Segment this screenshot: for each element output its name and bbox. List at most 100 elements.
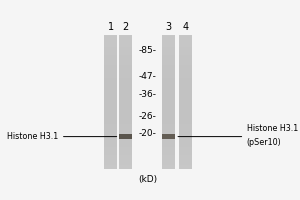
Bar: [179, 142, 191, 144]
Bar: [163, 55, 175, 57]
Bar: [163, 75, 175, 77]
Text: Histone H3.1: Histone H3.1: [247, 124, 298, 133]
Bar: [119, 142, 132, 144]
Bar: [104, 139, 117, 140]
Bar: [104, 162, 117, 164]
Bar: [179, 67, 191, 68]
Bar: [163, 97, 175, 98]
Bar: [104, 103, 117, 105]
Bar: [179, 119, 191, 120]
Bar: [119, 83, 132, 85]
Bar: [179, 110, 191, 112]
Bar: [104, 63, 117, 65]
Bar: [163, 58, 175, 60]
Bar: [119, 124, 132, 125]
Bar: [179, 52, 191, 53]
Bar: [119, 108, 132, 110]
Bar: [179, 149, 191, 150]
Bar: [119, 35, 132, 36]
Bar: [163, 154, 175, 155]
Bar: [179, 40, 191, 41]
Bar: [163, 115, 175, 117]
Bar: [163, 38, 175, 40]
Bar: [179, 115, 191, 117]
Bar: [104, 85, 117, 87]
Bar: [163, 88, 175, 90]
Bar: [104, 43, 117, 45]
Bar: [119, 80, 132, 82]
Bar: [163, 167, 175, 169]
Bar: [104, 38, 117, 40]
Bar: [104, 120, 117, 122]
Bar: [179, 130, 191, 132]
Bar: [119, 43, 132, 45]
Bar: [119, 47, 132, 48]
Bar: [163, 36, 175, 38]
Bar: [179, 100, 191, 102]
Bar: [179, 98, 191, 100]
Bar: [179, 97, 191, 98]
Text: 1: 1: [108, 22, 114, 32]
Bar: [119, 40, 132, 41]
Bar: [104, 45, 117, 47]
Bar: [104, 167, 117, 169]
Bar: [163, 40, 175, 41]
Bar: [119, 102, 132, 103]
Bar: [104, 83, 117, 85]
Bar: [104, 157, 117, 159]
Bar: [119, 98, 132, 100]
Bar: [104, 62, 117, 63]
Bar: [179, 77, 191, 78]
Bar: [163, 41, 175, 43]
Bar: [119, 120, 132, 122]
Bar: [104, 160, 117, 162]
Bar: [179, 78, 191, 80]
Bar: [163, 62, 175, 63]
Bar: [179, 53, 191, 55]
Bar: [179, 132, 191, 134]
Bar: [119, 87, 132, 88]
Bar: [179, 107, 191, 108]
Bar: [119, 147, 132, 149]
Bar: [119, 52, 132, 53]
Bar: [104, 93, 117, 95]
Bar: [179, 93, 191, 95]
Bar: [163, 90, 175, 92]
Bar: [104, 41, 117, 43]
Bar: [163, 35, 175, 36]
Bar: [163, 124, 175, 125]
Bar: [179, 57, 191, 58]
Bar: [104, 48, 117, 50]
Bar: [179, 58, 191, 60]
Bar: [179, 155, 191, 157]
Bar: [163, 125, 175, 127]
Bar: [163, 77, 175, 78]
Bar: [163, 108, 175, 110]
Bar: [104, 55, 117, 57]
Bar: [119, 135, 132, 137]
Bar: [119, 129, 132, 130]
Bar: [163, 82, 175, 83]
Bar: [163, 134, 175, 139]
Text: -36-: -36-: [139, 90, 157, 99]
Bar: [163, 100, 175, 102]
Bar: [179, 140, 191, 142]
Bar: [179, 105, 191, 107]
Bar: [104, 50, 117, 52]
Bar: [179, 38, 191, 40]
Bar: [179, 88, 191, 90]
Bar: [104, 102, 117, 103]
Bar: [163, 147, 175, 149]
Bar: [163, 105, 175, 107]
Bar: [119, 50, 132, 52]
Bar: [104, 36, 117, 38]
Bar: [104, 80, 117, 82]
Bar: [179, 157, 191, 159]
Bar: [104, 149, 117, 150]
Bar: [163, 152, 175, 154]
Bar: [179, 145, 191, 147]
Bar: [179, 36, 191, 38]
Bar: [119, 90, 132, 92]
Bar: [163, 129, 175, 130]
Bar: [104, 82, 117, 83]
